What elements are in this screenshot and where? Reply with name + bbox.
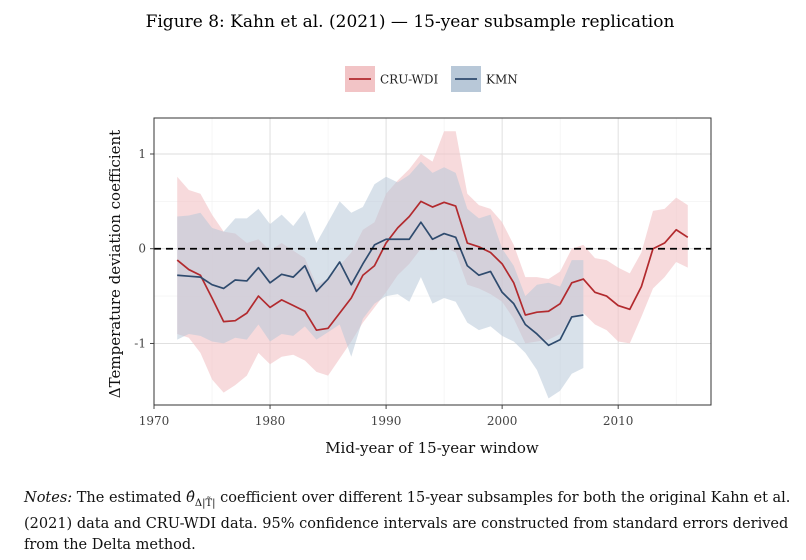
x-axis-ticks: 1970 1980 1990 2000 2010	[139, 405, 634, 428]
x-tick-label: 2010	[603, 414, 634, 428]
x-axis-title: Mid-year of 15-year window	[325, 439, 539, 457]
notes-text-after: coefficient over different 15-year subsa…	[24, 490, 791, 553]
series-lines	[176, 200, 689, 347]
figure-notes: Notes: The estimated θ̂Δ|T̃| coefficient…	[24, 488, 794, 556]
y-axis-ticks: -1 0 1	[134, 147, 154, 350]
x-tick-label: 2000	[487, 414, 518, 428]
y-tick-label: 1	[138, 147, 146, 161]
confidence-bands	[177, 131, 688, 399]
legend-label-kmn: KMN	[486, 73, 518, 87]
theta-subscript: Δ|T̃|	[194, 497, 216, 509]
y-axis-title: ΔTemperature deviation coefficient	[106, 130, 124, 398]
notes-label: Notes:	[24, 490, 73, 506]
x-tick-label: 1990	[371, 414, 402, 428]
kmn-series-line	[177, 221, 584, 347]
figure-title: Figure 8: Kahn et al. (2021) — 15-year s…	[146, 12, 675, 32]
plot-panel-border	[153, 117, 712, 406]
notes-text-before: The estimated	[76, 490, 182, 506]
cru-series-line	[176, 200, 689, 332]
y-tick-label: -1	[134, 336, 146, 350]
legend: CRU-WDI KMN	[345, 66, 518, 92]
x-tick-label: 1970	[139, 414, 170, 428]
x-tick-label: 1980	[255, 414, 286, 428]
kmn-confidence-band	[177, 161, 584, 399]
y-tick-label: 0	[138, 242, 146, 256]
theta-symbol: θ̂	[186, 490, 195, 506]
legend-label-cru: CRU-WDI	[380, 73, 438, 87]
